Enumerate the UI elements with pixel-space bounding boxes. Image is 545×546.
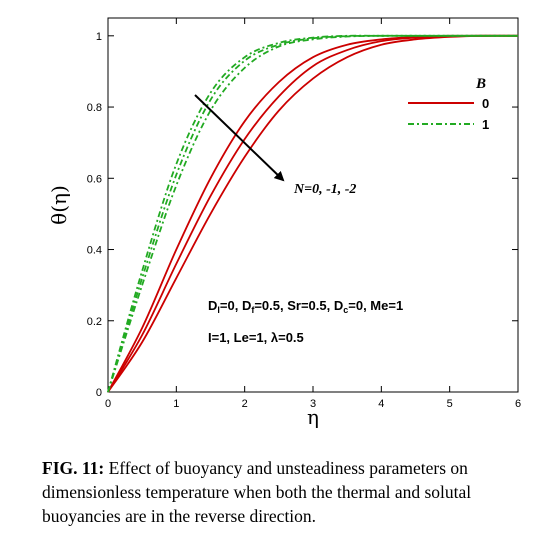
legend-label-b0: 0 [482,96,489,111]
y-tick-label: 0.6 [87,173,102,185]
x-tick-label: 6 [515,398,521,410]
series-line-b0 [107,34,519,393]
y-tick-label: 0 [96,387,102,399]
trend-arrow [194,94,285,182]
legend-label-b1: 1 [482,117,489,132]
series-lines [107,34,519,393]
x-axis-ticks: 0 1 2 3 4 5 6 [105,18,521,410]
x-tick-label: 2 [242,398,248,410]
caption-text: Effect of buoyancy and unsteadiness para… [42,458,472,526]
x-tick-label: 5 [447,398,453,410]
x-tick-label: 4 [378,398,384,410]
y-tick-label: 0.2 [87,316,102,328]
y-axis-label: θ(η) [47,185,71,225]
x-tick-label: 0 [105,398,111,410]
figure-caption: FIG. 11: Effect of buoyancy and unsteadi… [42,456,532,528]
y-tick-label: 0.4 [87,245,102,257]
legend-title: B [475,76,486,92]
chart: 0 1 2 3 4 5 6 0 0.2 0.4 0.6 0.8 1 η θ(η) B 0 1 N=0,… [47,17,521,429]
series-line-b0 [107,34,518,393]
trend-arrow-label: N=0, -1, -2 [293,182,356,197]
x-tick-label: 3 [310,398,316,410]
x-tick-label: 1 [173,398,179,410]
x-axis-label: η [307,405,319,429]
y-tick-label: 0.8 [87,102,102,114]
legend: B 0 1 [408,76,489,132]
annotation-line2: I=1, Le=1, λ=0.5 [208,330,304,345]
series-line-b1 [107,34,518,393]
y-axis-ticks: 0 0.2 0.4 0.6 0.8 1 [87,31,518,399]
series-line-b1 [107,34,518,393]
y-tick-label: 1 [96,31,102,43]
series-line-b0 [107,34,519,393]
annotation-line1: Dl=0, Df=0.5, Sr=0.5, Dc=0, Me=1 [208,298,403,315]
series-line-b1 [107,34,518,393]
caption-label: FIG. 11: [42,458,105,478]
